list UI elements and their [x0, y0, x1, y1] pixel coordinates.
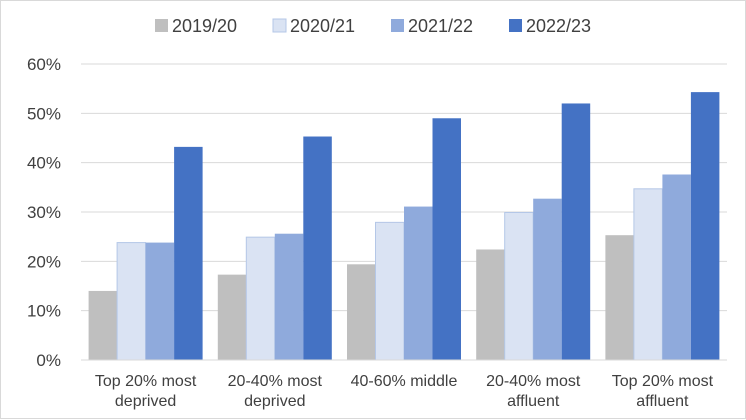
x-category-label: 20-40% most affluent — [486, 373, 581, 410]
bar-2019-20-2 — [347, 264, 376, 360]
bars — [88, 92, 720, 361]
bar-2020-21-4 — [633, 188, 663, 361]
bar-2019-20-0 — [88, 290, 118, 360]
x-category-label: 40-60% middle — [351, 373, 458, 390]
legend-item: 2022/23 — [509, 16, 591, 36]
x-axis-category-labels: Top 20% most deprived 20-40% most deprived 4… — [95, 373, 714, 410]
legend-label: 2022/23 — [526, 16, 591, 36]
bar-2021-22-3 — [533, 198, 562, 360]
y-tick-label: 10% — [27, 302, 61, 321]
bar-2022-23-1 — [303, 136, 332, 360]
bar-2021-22-1 — [274, 233, 304, 360]
bar-2021-22-4 — [662, 174, 691, 360]
bar-2022-23-4 — [690, 92, 720, 361]
y-axis-tick-labels: 0% 10% 20% 30% 40% 50% 60% — [27, 55, 61, 370]
legend: 2019/20 2020/21 2021/22 2022/23 — [155, 16, 591, 36]
legend-label: 2019/20 — [172, 16, 237, 36]
x-category-label: Top 20% most affluent — [612, 373, 714, 410]
x-category-label: 20-40% most deprived — [228, 373, 323, 410]
bar-2022-23-3 — [561, 103, 591, 360]
bar-2020-21-1 — [245, 236, 276, 361]
y-tick-label: 20% — [27, 252, 61, 271]
y-tick-label: 50% — [27, 104, 61, 123]
x-category-label: Top 20% most deprived — [95, 373, 197, 410]
y-tick-label: 40% — [27, 154, 61, 173]
bar-2021-22-0 — [145, 242, 175, 360]
y-tick-label: 30% — [27, 203, 61, 222]
legend-item: 2020/21 — [272, 16, 355, 36]
legend-item: 2019/20 — [155, 16, 237, 36]
bar-2019-20-3 — [476, 249, 505, 360]
legend-swatch — [509, 19, 522, 32]
legend-label: 2021/22 — [408, 16, 473, 36]
bar-2019-20-4 — [605, 235, 634, 360]
legend-label: 2020/21 — [290, 16, 355, 36]
legend-item: 2021/22 — [391, 16, 473, 36]
bar-2022-23-2 — [432, 118, 461, 361]
bar-2020-21-3 — [504, 211, 534, 361]
legend-swatch — [272, 18, 287, 33]
legend-swatch — [155, 19, 168, 32]
legend-swatch — [391, 19, 404, 32]
bar-2021-22-2 — [404, 206, 433, 360]
y-tick-label: 60% — [27, 55, 61, 74]
bar-2020-21-2 — [375, 221, 405, 361]
bar-2022-23-0 — [174, 146, 203, 360]
bar-2019-20-1 — [217, 274, 247, 360]
bar-2020-21-0 — [116, 242, 147, 361]
y-tick-label: 0% — [36, 351, 61, 370]
